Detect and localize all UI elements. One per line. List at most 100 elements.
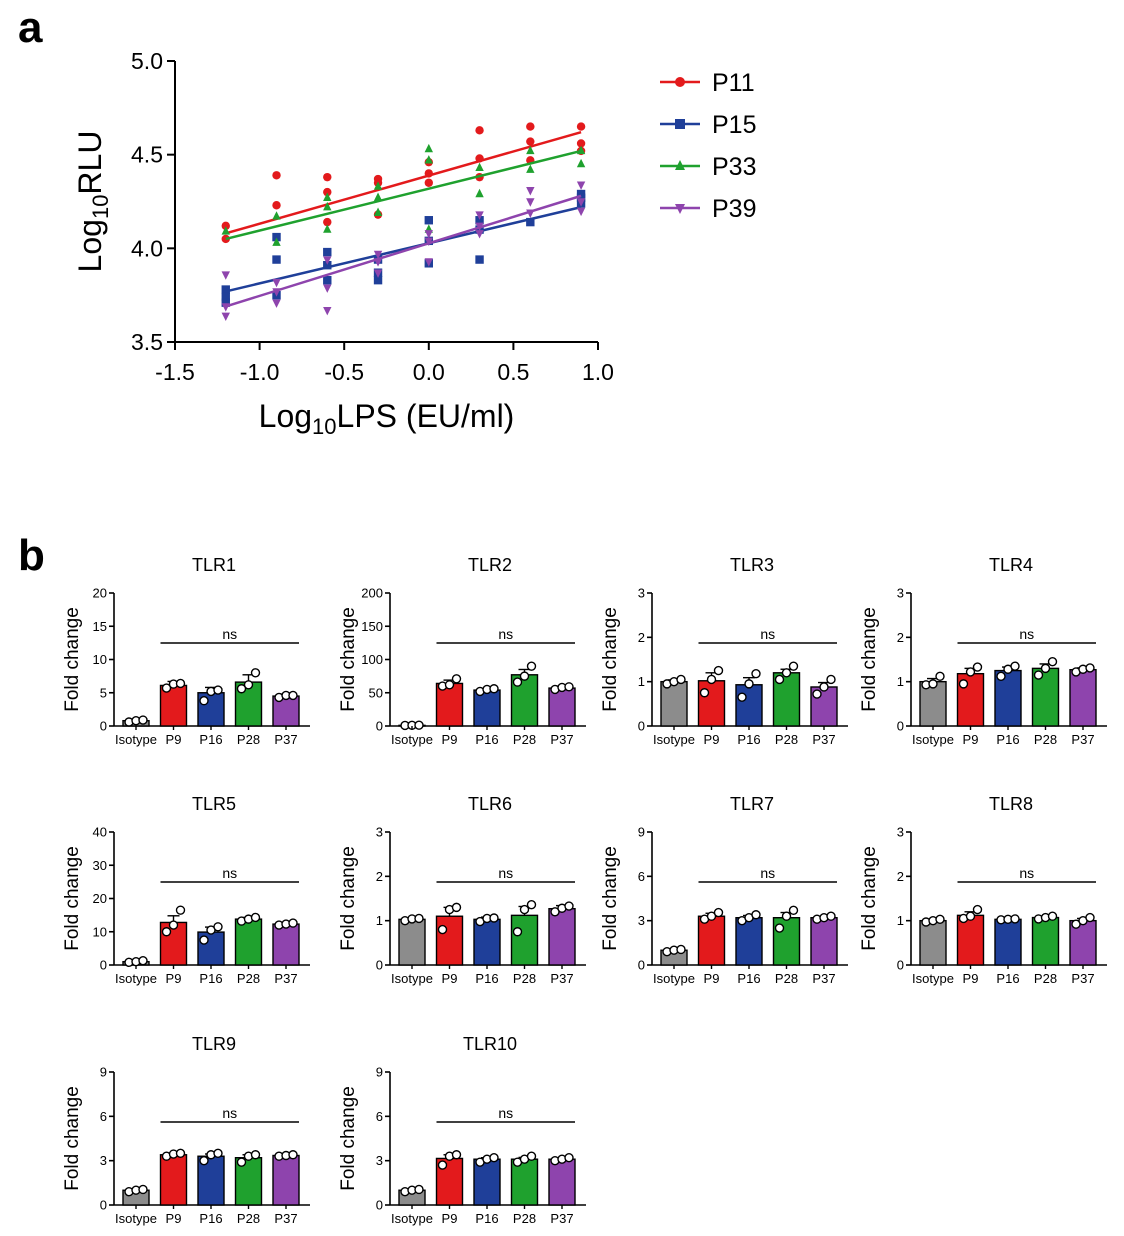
x-tick-label: Isotype: [912, 971, 954, 986]
replicate-point: [175, 1148, 186, 1158]
point-P33: [475, 188, 484, 198]
bar-P37: [272, 923, 300, 966]
y-tick-label: 1: [638, 674, 645, 689]
replicate-point: [250, 668, 261, 678]
y-tick-label: 0: [100, 1198, 107, 1213]
bar-P9: [956, 914, 985, 966]
replicate-point: [414, 720, 424, 730]
point-P11: [272, 201, 281, 210]
x-tick-label: P37: [1071, 971, 1094, 986]
replicate-point: [250, 1150, 261, 1160]
significance-label: ns: [222, 626, 237, 642]
scatter-plot-panel-a: 3.54.04.55.0-1.5 -1.0 -0.5 0.0 0.5 1.0Log10LP…: [72, 48, 756, 439]
point-P15: [475, 255, 484, 264]
chart-title: TLR4: [989, 555, 1033, 575]
replicate-point: [781, 911, 792, 921]
replicate-point: [826, 911, 836, 921]
replicate-point: [564, 901, 574, 911]
replicate-point: [161, 927, 172, 937]
replicate-point: [512, 677, 523, 687]
point-P15: [323, 247, 332, 257]
point-P33: [272, 237, 281, 246]
bar-P37: [1069, 668, 1097, 727]
x-tick-label: P16: [737, 971, 760, 986]
replicate-point: [243, 680, 254, 690]
series-P11: P11: [221, 69, 755, 244]
significance-label: ns: [222, 865, 237, 881]
bar-P16: [735, 684, 763, 727]
y-tick-label: 4.5: [131, 142, 163, 168]
x-tick-label: P37: [550, 971, 573, 986]
bar-P37: [548, 687, 576, 727]
legend-label-P11: P11: [712, 69, 755, 97]
x-axis-title: Log10LPS (EU/ml): [259, 398, 515, 439]
chart-title: TLR10: [463, 1034, 517, 1054]
y-axis-title-rest: RLU: [72, 131, 108, 195]
point-P11: [424, 178, 433, 187]
y-axis-title: Log10RLU: [72, 131, 113, 273]
chart-title: TLR3: [730, 555, 774, 575]
point-P39: [526, 209, 535, 218]
point-P33: [424, 155, 433, 164]
y-axis-title: Fold change: [62, 607, 83, 712]
x-tick-label: P9: [166, 732, 182, 747]
x-tick-label: P9: [442, 1211, 458, 1226]
chart-TLR8: TLR8 Fold change 0 1 2 3 Isotype P9 P16 P28 P37 ns: [859, 794, 1107, 986]
replicate-point: [138, 955, 148, 966]
point-P11: [272, 171, 281, 180]
y-tick-label: 3: [100, 1153, 107, 1168]
point-P15: [221, 285, 230, 294]
point-P15: [526, 217, 535, 227]
point-P39: [272, 288, 281, 297]
panel-label-a: a: [18, 3, 43, 52]
y-tick-label: 50: [369, 685, 383, 700]
legend-label-P15: P15: [712, 111, 756, 139]
y-tick-label: 3: [376, 1153, 383, 1168]
bar-P37: [272, 1154, 300, 1206]
replicate-point: [199, 696, 209, 706]
chart-title: TLR8: [989, 794, 1033, 814]
replicate-point: [437, 924, 448, 935]
y-axis-title: Fold change: [338, 1086, 359, 1191]
y-tick-label: 1: [376, 913, 383, 928]
bar-P9: [435, 915, 464, 966]
point-P15: [272, 255, 281, 264]
replicate-point: [713, 907, 724, 918]
replicate-point: [751, 668, 761, 679]
y-tick-label: 3: [638, 586, 645, 601]
chart-title: TLR2: [468, 555, 512, 575]
point-P39: [373, 269, 383, 278]
x-tick-label: P37: [274, 1211, 297, 1226]
legend-marker-P33: [675, 160, 685, 170]
x-tick-label: P28: [237, 971, 260, 986]
x-tick-label: P9: [704, 971, 720, 986]
point-P39: [475, 211, 484, 220]
point-P33: [576, 158, 586, 168]
replicate-point: [288, 690, 298, 701]
x-tick-label: P37: [1071, 732, 1094, 747]
series-P33: P33: [221, 143, 756, 246]
y-tick-label: 0: [638, 958, 645, 973]
x-tick-label: P37: [550, 1211, 573, 1226]
y-tick-label: 9: [638, 825, 645, 840]
y-tick-label: 0: [100, 719, 107, 734]
replicate-point: [489, 1153, 499, 1163]
x-tick-label: P9: [963, 971, 979, 986]
point-P39: [576, 207, 586, 217]
y-tick-label: 3: [897, 825, 904, 840]
x-tick-label: P28: [237, 1211, 260, 1226]
replicate-point: [812, 689, 822, 699]
x-tick-label: P9: [963, 732, 979, 747]
x-tick-label: P16: [475, 732, 498, 747]
replicate-point: [774, 923, 785, 933]
bar-P16: [994, 918, 1022, 966]
y-axis-title: Fold change: [338, 607, 359, 712]
point-P39: [323, 256, 332, 265]
y-tick-label: 0: [638, 719, 645, 734]
replicate-point: [138, 715, 148, 725]
x-tick-label: -0.5: [324, 359, 364, 385]
point-P39: [221, 271, 230, 280]
y-tick-label: 0: [897, 719, 904, 734]
point-P39: [475, 230, 484, 239]
replicate-point: [526, 1151, 537, 1161]
